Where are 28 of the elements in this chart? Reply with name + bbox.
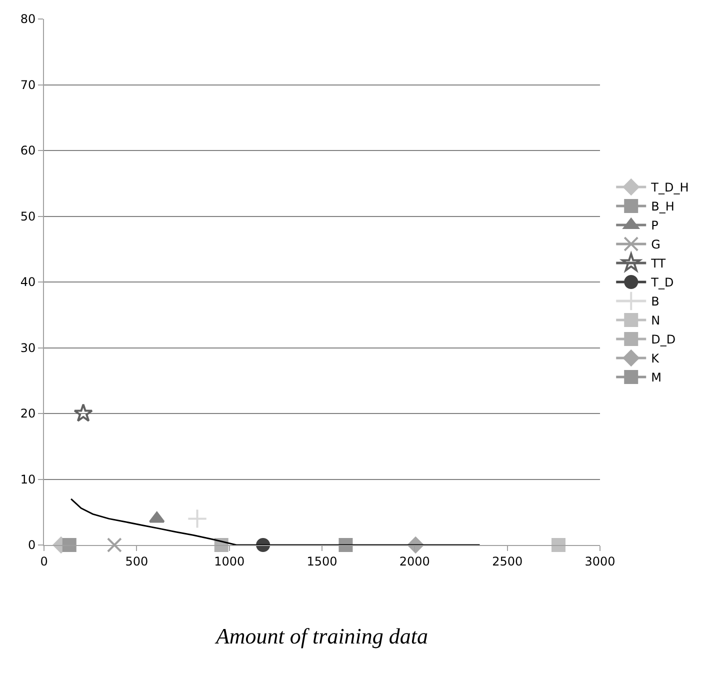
- legend-label: D_D: [651, 332, 676, 347]
- y-tick-label: 50: [20, 209, 36, 224]
- legend-label: T_D_H: [650, 180, 689, 195]
- x-tick-label: 1000: [214, 554, 245, 568]
- y-tick-label: 20: [20, 406, 36, 421]
- legend-label: G: [651, 238, 660, 252]
- legend-label: K: [651, 352, 660, 366]
- legend-label: B_H: [651, 200, 674, 214]
- y-tick-label: 70: [20, 78, 36, 92]
- x-axis-title: Amount of training data: [214, 623, 428, 648]
- legend-label: B: [651, 294, 660, 309]
- y-tick-label: 0: [28, 538, 36, 552]
- x-tick-label: 1500: [306, 554, 338, 568]
- x-tick-label: 2500: [492, 554, 523, 568]
- x-tick-label: 0: [40, 554, 48, 568]
- x-tick-label: 500: [125, 554, 148, 568]
- y-tick-label: 60: [20, 144, 36, 158]
- legend-label: T_D: [650, 276, 674, 290]
- x-tick-label: 2000: [399, 554, 430, 568]
- legend-label: P: [651, 218, 658, 233]
- y-tick-label: 30: [20, 340, 36, 355]
- x-tick-label: 3000: [584, 554, 616, 568]
- legend-label: M: [651, 370, 662, 385]
- legend-label: N: [651, 314, 660, 328]
- y-tick-label: 10: [20, 472, 36, 486]
- legend-label: TT: [650, 256, 666, 271]
- y-tick-label: 40: [20, 275, 36, 290]
- y-tick-label: 80: [20, 12, 36, 26]
